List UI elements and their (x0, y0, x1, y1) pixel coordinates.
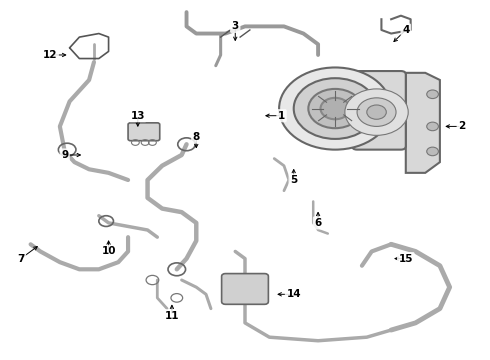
Circle shape (345, 89, 408, 135)
Text: 9: 9 (61, 150, 68, 160)
Text: 6: 6 (315, 218, 322, 228)
Text: 15: 15 (398, 253, 413, 264)
Circle shape (279, 67, 391, 150)
Text: 10: 10 (101, 247, 116, 256)
Circle shape (308, 89, 362, 128)
Text: 13: 13 (130, 111, 145, 121)
Text: 12: 12 (43, 50, 57, 60)
FancyBboxPatch shape (352, 71, 406, 150)
Text: 14: 14 (287, 289, 301, 299)
Circle shape (320, 98, 350, 119)
Text: 8: 8 (193, 132, 200, 142)
Text: 11: 11 (165, 311, 179, 321)
Text: 2: 2 (458, 121, 466, 131)
Circle shape (367, 105, 386, 119)
Text: 3: 3 (232, 21, 239, 31)
FancyBboxPatch shape (128, 123, 160, 141)
Circle shape (294, 78, 376, 139)
FancyBboxPatch shape (221, 274, 269, 304)
Text: 5: 5 (290, 175, 297, 185)
Circle shape (427, 122, 439, 131)
Circle shape (427, 90, 439, 99)
Text: 1: 1 (278, 111, 285, 121)
Circle shape (357, 98, 396, 126)
Text: 4: 4 (402, 25, 410, 35)
Text: 7: 7 (17, 253, 24, 264)
Circle shape (427, 147, 439, 156)
Polygon shape (406, 73, 440, 173)
